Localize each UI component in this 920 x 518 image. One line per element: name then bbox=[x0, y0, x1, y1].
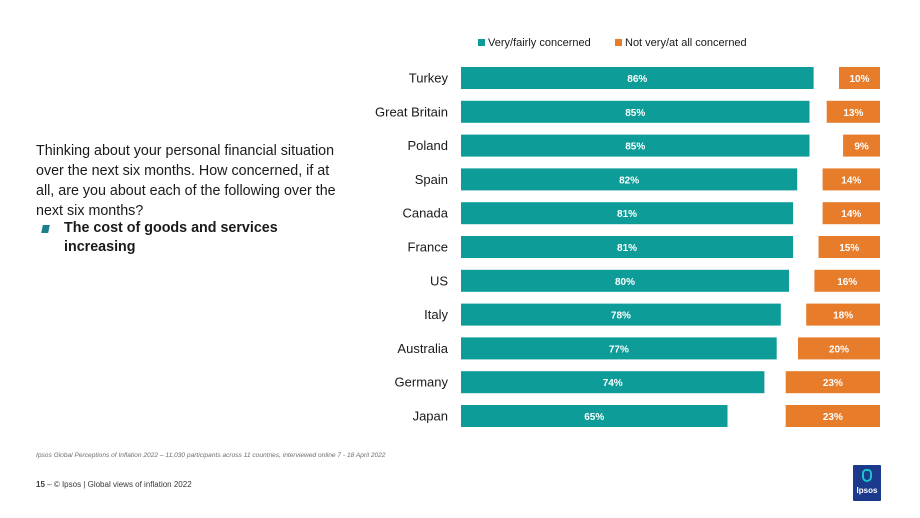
bar-concerned-canada bbox=[461, 202, 794, 225]
category-label-great-britain: Great Britain bbox=[375, 104, 448, 119]
bar-concerned-germany bbox=[461, 371, 765, 394]
page-number: 15 bbox=[36, 480, 45, 489]
bar-not-concerned-great-britain bbox=[826, 100, 880, 123]
value-label-not-concerned-germany: 23% bbox=[823, 378, 843, 389]
value-label-concerned-germany: 74% bbox=[603, 378, 623, 389]
bar-not-concerned-spain bbox=[822, 168, 880, 191]
ipsos-logo: Ipsos bbox=[853, 465, 881, 501]
category-label-japan: Japan bbox=[413, 409, 448, 424]
value-label-not-concerned-us: 16% bbox=[837, 277, 857, 288]
legend-swatch-concerned bbox=[478, 39, 485, 46]
value-label-not-concerned-canada: 14% bbox=[841, 209, 861, 220]
bar-concerned-australia bbox=[461, 337, 777, 360]
bar-not-concerned-japan bbox=[785, 405, 880, 427]
question-text: Thinking about your personal financial s… bbox=[36, 143, 336, 219]
category-label-canada: Canada bbox=[402, 206, 448, 221]
value-label-concerned-italy: 78% bbox=[611, 311, 631, 322]
category-label-us: US bbox=[430, 273, 448, 288]
ipsos-logo-icon bbox=[862, 469, 872, 482]
value-label-not-concerned-italy: 18% bbox=[833, 311, 853, 322]
category-label-poland: Poland bbox=[408, 138, 448, 153]
bar-concerned-japan bbox=[461, 405, 728, 427]
value-label-not-concerned-spain: 14% bbox=[841, 175, 861, 186]
bar-concerned-great-britain bbox=[461, 100, 810, 123]
footer: 15 – © Ipsos | Global views of inflation… bbox=[36, 480, 192, 489]
highlighted-item-label: The cost of goods and services increasin… bbox=[64, 220, 278, 255]
concern-bar-chart: Very/fairly concerned Not very/at all con… bbox=[375, 37, 880, 427]
value-label-concerned-great-britain: 85% bbox=[625, 108, 645, 119]
bar-not-concerned-germany bbox=[785, 371, 880, 394]
bar-concerned-poland bbox=[461, 134, 810, 157]
bar-not-concerned-canada bbox=[822, 202, 880, 225]
value-label-not-concerned-france: 15% bbox=[839, 243, 859, 254]
bar-not-concerned-poland bbox=[843, 134, 880, 157]
logo-text: Ipsos bbox=[856, 486, 878, 495]
value-label-not-concerned-great-britain: 13% bbox=[843, 108, 863, 119]
value-label-concerned-turkey: 86% bbox=[627, 74, 647, 85]
value-label-not-concerned-turkey: 10% bbox=[849, 74, 869, 85]
value-label-concerned-us: 80% bbox=[615, 277, 635, 288]
category-label-australia: Australia bbox=[397, 341, 448, 356]
value-label-concerned-japan: 65% bbox=[584, 412, 604, 423]
value-label-not-concerned-australia: 20% bbox=[829, 344, 849, 355]
category-label-turkey: Turkey bbox=[409, 71, 449, 86]
bar-concerned-italy bbox=[461, 303, 781, 326]
bar-concerned-turkey bbox=[461, 67, 814, 89]
category-label-france: France bbox=[408, 240, 448, 255]
value-label-concerned-spain: 82% bbox=[619, 175, 639, 186]
bar-not-concerned-us bbox=[814, 269, 880, 292]
value-label-concerned-australia: 77% bbox=[609, 344, 629, 355]
footer-text: © Ipsos | Global views of inflation 2022 bbox=[53, 480, 192, 489]
bar-not-concerned-france bbox=[818, 236, 880, 258]
value-label-not-concerned-japan: 23% bbox=[823, 412, 843, 423]
legend-label-concerned: Very/fairly concerned bbox=[488, 37, 591, 49]
category-label-spain: Spain bbox=[415, 172, 448, 187]
bar-not-concerned-australia bbox=[798, 337, 880, 360]
value-label-concerned-france: 81% bbox=[617, 243, 637, 254]
bar-concerned-us bbox=[461, 269, 789, 292]
source-note: Ipsos Global Perceptions of Inflation 20… bbox=[36, 452, 386, 459]
bar-not-concerned-turkey bbox=[839, 67, 880, 89]
category-label-germany: Germany bbox=[395, 375, 449, 390]
value-label-concerned-canada: 81% bbox=[617, 209, 637, 220]
bar-not-concerned-italy bbox=[806, 303, 880, 326]
bar-concerned-spain bbox=[461, 168, 798, 191]
category-label-italy: Italy bbox=[424, 307, 448, 322]
footer-separator: – bbox=[47, 480, 52, 489]
bar-concerned-france bbox=[461, 236, 794, 258]
legend-label-not-concerned: Not very/at all concerned bbox=[625, 37, 747, 49]
value-label-concerned-poland: 85% bbox=[625, 142, 645, 153]
value-label-not-concerned-poland: 9% bbox=[854, 142, 869, 153]
legend-swatch-not-concerned bbox=[615, 39, 622, 46]
